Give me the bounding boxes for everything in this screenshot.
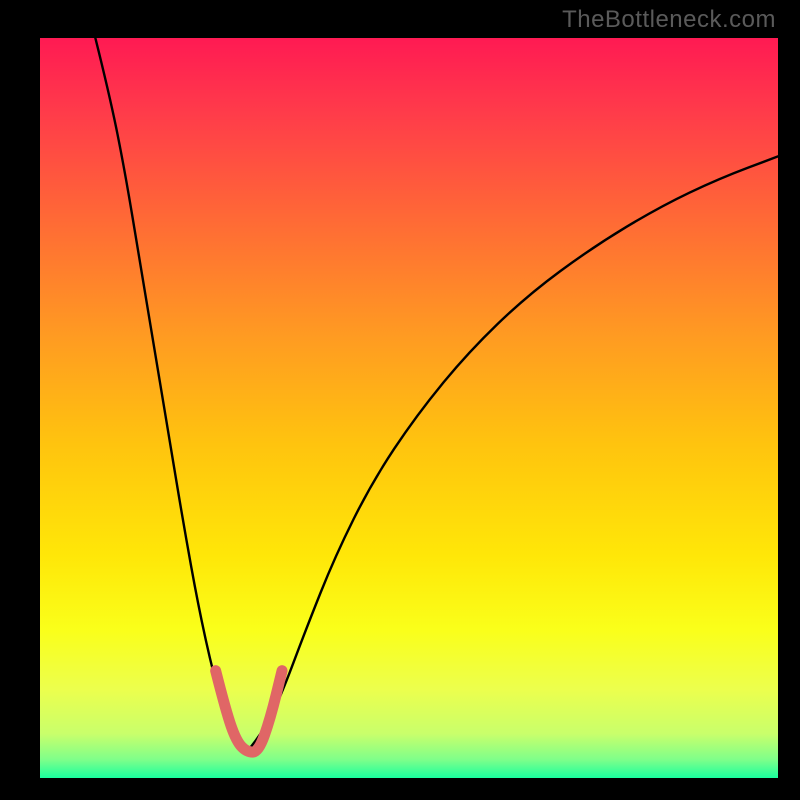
watermark-text: TheBottleneck.com: [562, 6, 776, 34]
plot-area: [40, 38, 778, 778]
gradient-plot-svg: [40, 38, 778, 778]
chart-frame: TheBottleneck.com: [0, 0, 800, 800]
gradient-background: [40, 38, 778, 778]
